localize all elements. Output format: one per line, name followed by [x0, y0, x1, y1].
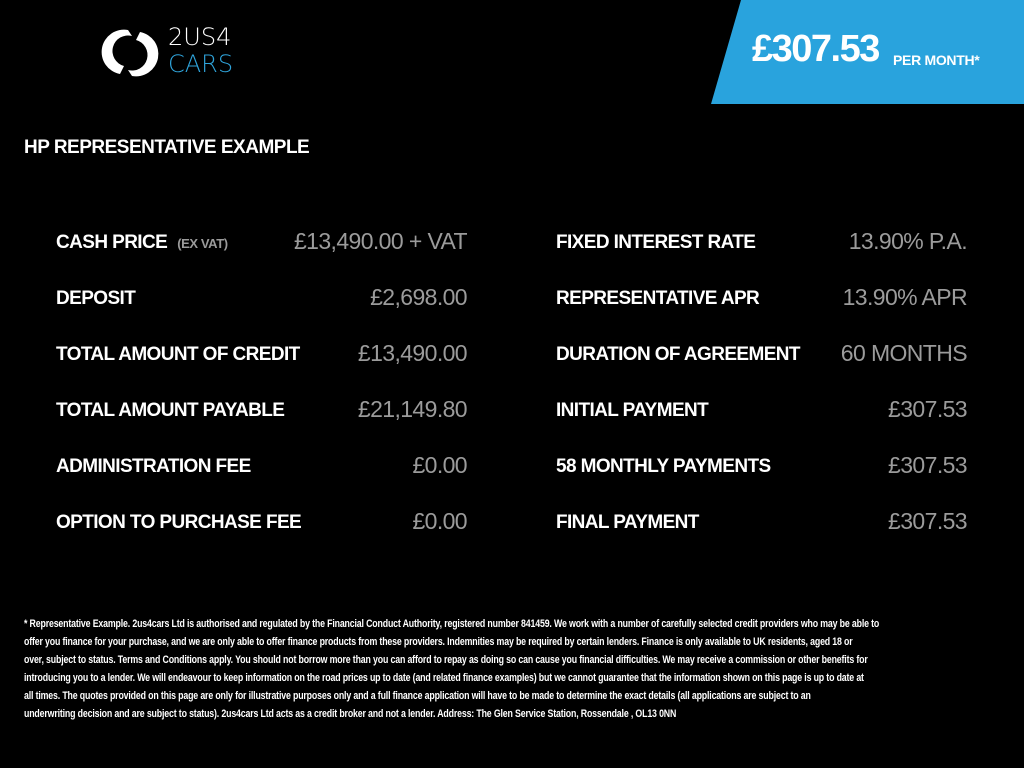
row-label: DURATION OF AGREEMENT: [556, 344, 801, 366]
row-label-text: 58 MONTHLY PAYMENTS: [556, 456, 771, 477]
row-label-text: FIXED INTEREST RATE: [556, 232, 756, 253]
finance-row: DURATION OF AGREEMENT 60 MONTHS: [556, 340, 968, 370]
row-value: £307.53: [888, 508, 968, 534]
finance-row: TOTAL AMOUNT OF CREDIT £13,490.00: [56, 340, 468, 370]
row-label: OPTION TO PURCHASE FEE: [56, 512, 302, 534]
disclaimer-line: underwriting decision and are subject to…: [24, 708, 677, 720]
banner-background: [711, 0, 1024, 104]
row-label-text: DURATION OF AGREEMENT: [556, 344, 801, 365]
monthly-price: £307.53: [752, 28, 880, 70]
row-label-text: TOTAL AMOUNT OF CREDIT: [56, 344, 300, 365]
per-month-label: PER MONTH*: [893, 52, 980, 68]
logo-mark-icon: [101, 29, 159, 77]
row-sublabel: (EX VAT): [177, 236, 228, 251]
row-label-text: INITIAL PAYMENT: [556, 400, 709, 421]
row-value: £307.53: [888, 452, 968, 478]
row-label-text: ADMINISTRATION FEE: [56, 456, 251, 477]
finance-row: ADMINISTRATION FEE £0.00: [56, 452, 468, 482]
row-value: £13,490.00 + VAT: [293, 228, 468, 254]
row-value: 13.90% P.A.: [848, 228, 968, 254]
row-value: £0.00: [412, 452, 467, 478]
logo-text-cars: CARS: [168, 50, 234, 78]
row-value: £0.00: [412, 508, 467, 534]
row-label-text: DEPOSIT: [56, 288, 136, 309]
row-label: TOTAL AMOUNT OF CREDIT: [56, 344, 300, 366]
finance-row: FIXED INTEREST RATE 13.90% P.A.: [556, 228, 968, 258]
finance-row: INITIAL PAYMENT £307.53: [556, 396, 968, 426]
finance-row: 58 MONTHLY PAYMENTS £307.53: [556, 452, 968, 482]
row-label: INITIAL PAYMENT: [556, 400, 709, 422]
disclaimer-line: introducing you to a lender. We will end…: [24, 672, 864, 684]
disclaimer-text: * Representative Example. 2us4cars Ltd i…: [24, 615, 1024, 723]
finance-row: FINAL PAYMENT £307.53: [556, 508, 968, 538]
row-label: TOTAL AMOUNT PAYABLE: [56, 400, 285, 422]
disclaimer-line: offer you finance for your purchase, and…: [24, 636, 853, 648]
row-value: 13.90% APR: [842, 284, 968, 310]
row-label: ADMINISTRATION FEE: [56, 456, 251, 478]
row-label-text: FINAL PAYMENT: [556, 512, 699, 533]
disclaimer-line: * Representative Example. 2us4cars Ltd i…: [24, 618, 880, 630]
monthly-price-banner: £307.53 PER MONTH*: [0, 0, 1024, 104]
row-value: £2,698.00: [370, 284, 468, 310]
row-label: REPRESENTATIVE APR: [556, 288, 760, 310]
row-label: 58 MONTHLY PAYMENTS: [556, 456, 771, 478]
finance-row: REPRESENTATIVE APR 13.90% APR: [556, 284, 968, 314]
logo-text-2us4: 2US4: [168, 23, 232, 51]
row-value: £13,490.00: [357, 340, 468, 366]
page-title: HP REPRESENTATIVE EXAMPLE: [24, 137, 310, 158]
disclaimer-line: all times. The quotes provided on this p…: [24, 690, 811, 702]
row-label-text: REPRESENTATIVE APR: [556, 288, 760, 309]
row-label-text: CASH PRICE: [56, 232, 168, 253]
row-value: £21,149.80: [357, 396, 468, 422]
disclaimer-line: over, subject to status. Terms and Condi…: [24, 654, 868, 666]
finance-row: OPTION TO PURCHASE FEE £0.00: [56, 508, 468, 538]
row-label: FINAL PAYMENT: [556, 512, 699, 534]
row-label: CASH PRICE (EX VAT): [56, 232, 228, 254]
finance-row: TOTAL AMOUNT PAYABLE £21,149.80: [56, 396, 468, 426]
row-value: 60 MONTHS: [840, 340, 968, 366]
finance-row: DEPOSIT £2,698.00: [56, 284, 468, 314]
row-value: £307.53: [888, 396, 968, 422]
row-label: DEPOSIT: [56, 288, 136, 310]
row-label-text: OPTION TO PURCHASE FEE: [56, 512, 302, 533]
row-label: FIXED INTEREST RATE: [556, 232, 756, 254]
row-label-text: TOTAL AMOUNT PAYABLE: [56, 400, 285, 421]
brand-logo: 2US4 CARS: [98, 24, 258, 82]
finance-row: CASH PRICE (EX VAT) £13,490.00 + VAT: [56, 228, 468, 258]
